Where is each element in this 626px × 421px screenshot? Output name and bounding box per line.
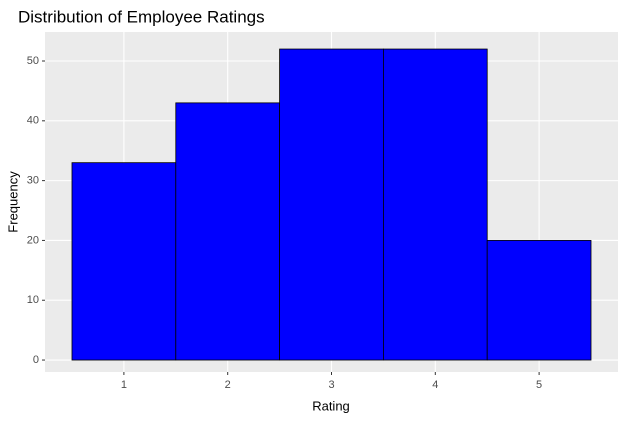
x-tick-label: 1 [121, 379, 127, 391]
bar [486, 240, 592, 361]
y-tick-label: 20 [27, 234, 39, 246]
bar [383, 48, 488, 361]
x-tick-label: 3 [328, 379, 334, 391]
x-tick-label: 4 [432, 379, 438, 391]
chart-title: Distribution of Employee Ratings [18, 7, 265, 26]
y-tick-label: 40 [27, 115, 39, 127]
y-tick-label: 0 [33, 354, 39, 366]
x-tick-label: 2 [225, 379, 231, 391]
y-tick-label: 50 [27, 55, 39, 67]
bar [175, 102, 280, 361]
x-tick-label: 5 [536, 379, 542, 391]
bar [71, 162, 177, 361]
y-tick-label: 10 [27, 294, 39, 306]
y-tick-label: 30 [27, 175, 39, 187]
x-axis-title: Rating [312, 398, 350, 413]
y-axis-title: Frequency [5, 171, 20, 233]
bar [279, 48, 384, 361]
